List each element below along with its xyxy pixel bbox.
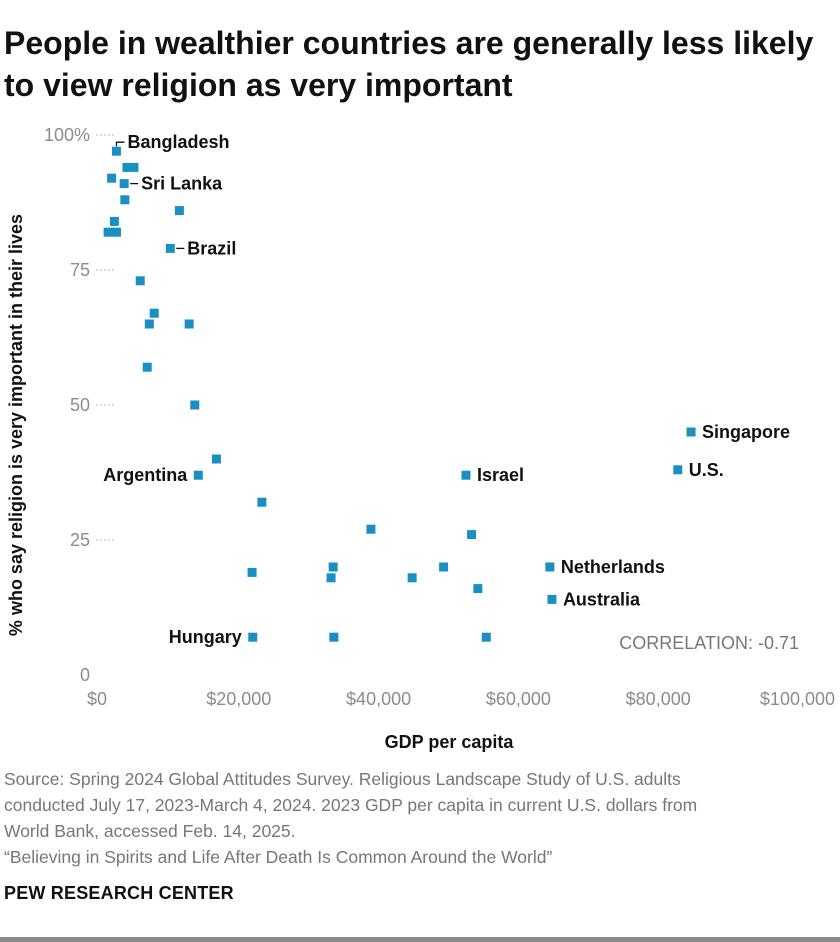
data-point [328,562,338,572]
data-point [103,227,113,237]
data-point [673,465,683,475]
data-point [107,173,117,183]
data-point [119,179,129,189]
source-line: World Bank, accessed Feb. 14, 2025. [4,821,296,841]
x-axis-title: GDP per capita [385,732,515,752]
data-point [366,524,376,534]
data-point [109,216,119,226]
data-point [122,162,132,172]
data-point [111,227,121,237]
point-label: Sri Lanka [141,174,223,194]
x-tick-label: $40,000 [346,689,411,709]
data-point [165,243,175,253]
y-axis-title: % who say religion is very important in … [6,214,26,636]
x-tick-label: $100,000 [760,689,835,709]
data-point [144,319,154,329]
data-point [174,206,184,216]
data-point [247,567,257,577]
y-tick-label: 0 [80,665,90,685]
x-tick-label: $20,000 [206,689,271,709]
data-point [211,454,221,464]
data-point [481,632,491,642]
data-point [257,497,267,507]
point-label: Argentina [103,465,188,485]
data-point [149,308,159,318]
data-point [190,400,200,410]
data-point [142,362,152,372]
data-point [547,594,557,604]
data-point [193,470,203,480]
point-label: Australia [563,589,641,609]
y-tick-label: 50 [70,395,90,415]
data-point [184,319,194,329]
data-point [329,632,339,642]
data-points [103,146,696,642]
y-axis: 0 25 50 75 100% [44,125,116,685]
point-label: Israel [477,465,524,485]
point-label: Brazil [187,238,236,258]
x-tick-label: $60,000 [486,689,551,709]
brand-footer: PEW RESEARCH CENTER [4,883,234,903]
label-leader [115,141,125,147]
source-line: Source: Spring 2024 Global Attitudes Sur… [4,769,681,789]
data-point [326,573,336,583]
x-tick-label: $0 [87,689,107,709]
correlation-annotation: CORRELATION: -0.71 [619,633,799,653]
point-label: Singapore [702,422,790,442]
data-point [135,276,145,286]
data-point [473,584,483,594]
source-note: Source: Spring 2024 Global Attitudes Sur… [4,766,824,870]
data-point [407,573,417,583]
source-line: “Believing in Spirits and Life After Dea… [4,847,553,867]
scatter-chart: 0 25 50 75 100% $0 $20,000 $40,000 $60,000 $80,0… [6,125,835,752]
x-axis: $0 $20,000 $40,000 $60,000 $80,000 $100,000 [87,689,835,709]
data-point [439,562,449,572]
data-point [120,195,130,205]
point-label: Netherlands [561,557,665,577]
chart-title: People in wealthier countries are genera… [4,25,814,103]
point-labels: Bangladesh Sri Lanka Brazil Argentina Hungar… [103,132,790,647]
x-tick-label: $80,000 [626,689,691,709]
source-line: conducted July 17, 2023-March 4, 2024. 2… [4,795,698,815]
y-tick-label: 75 [70,260,90,280]
data-point [248,632,258,642]
point-label: U.S. [689,460,724,480]
data-point [686,427,696,437]
y-tick-label: 25 [70,530,90,550]
data-point [461,470,471,480]
data-point [111,146,121,156]
data-point [545,562,555,572]
point-label: Hungary [169,627,242,647]
y-tick-label: 100% [44,125,90,145]
data-point [467,530,477,540]
point-label: Bangladesh [127,132,229,152]
bottom-rule [0,937,840,942]
data-point [129,162,139,172]
